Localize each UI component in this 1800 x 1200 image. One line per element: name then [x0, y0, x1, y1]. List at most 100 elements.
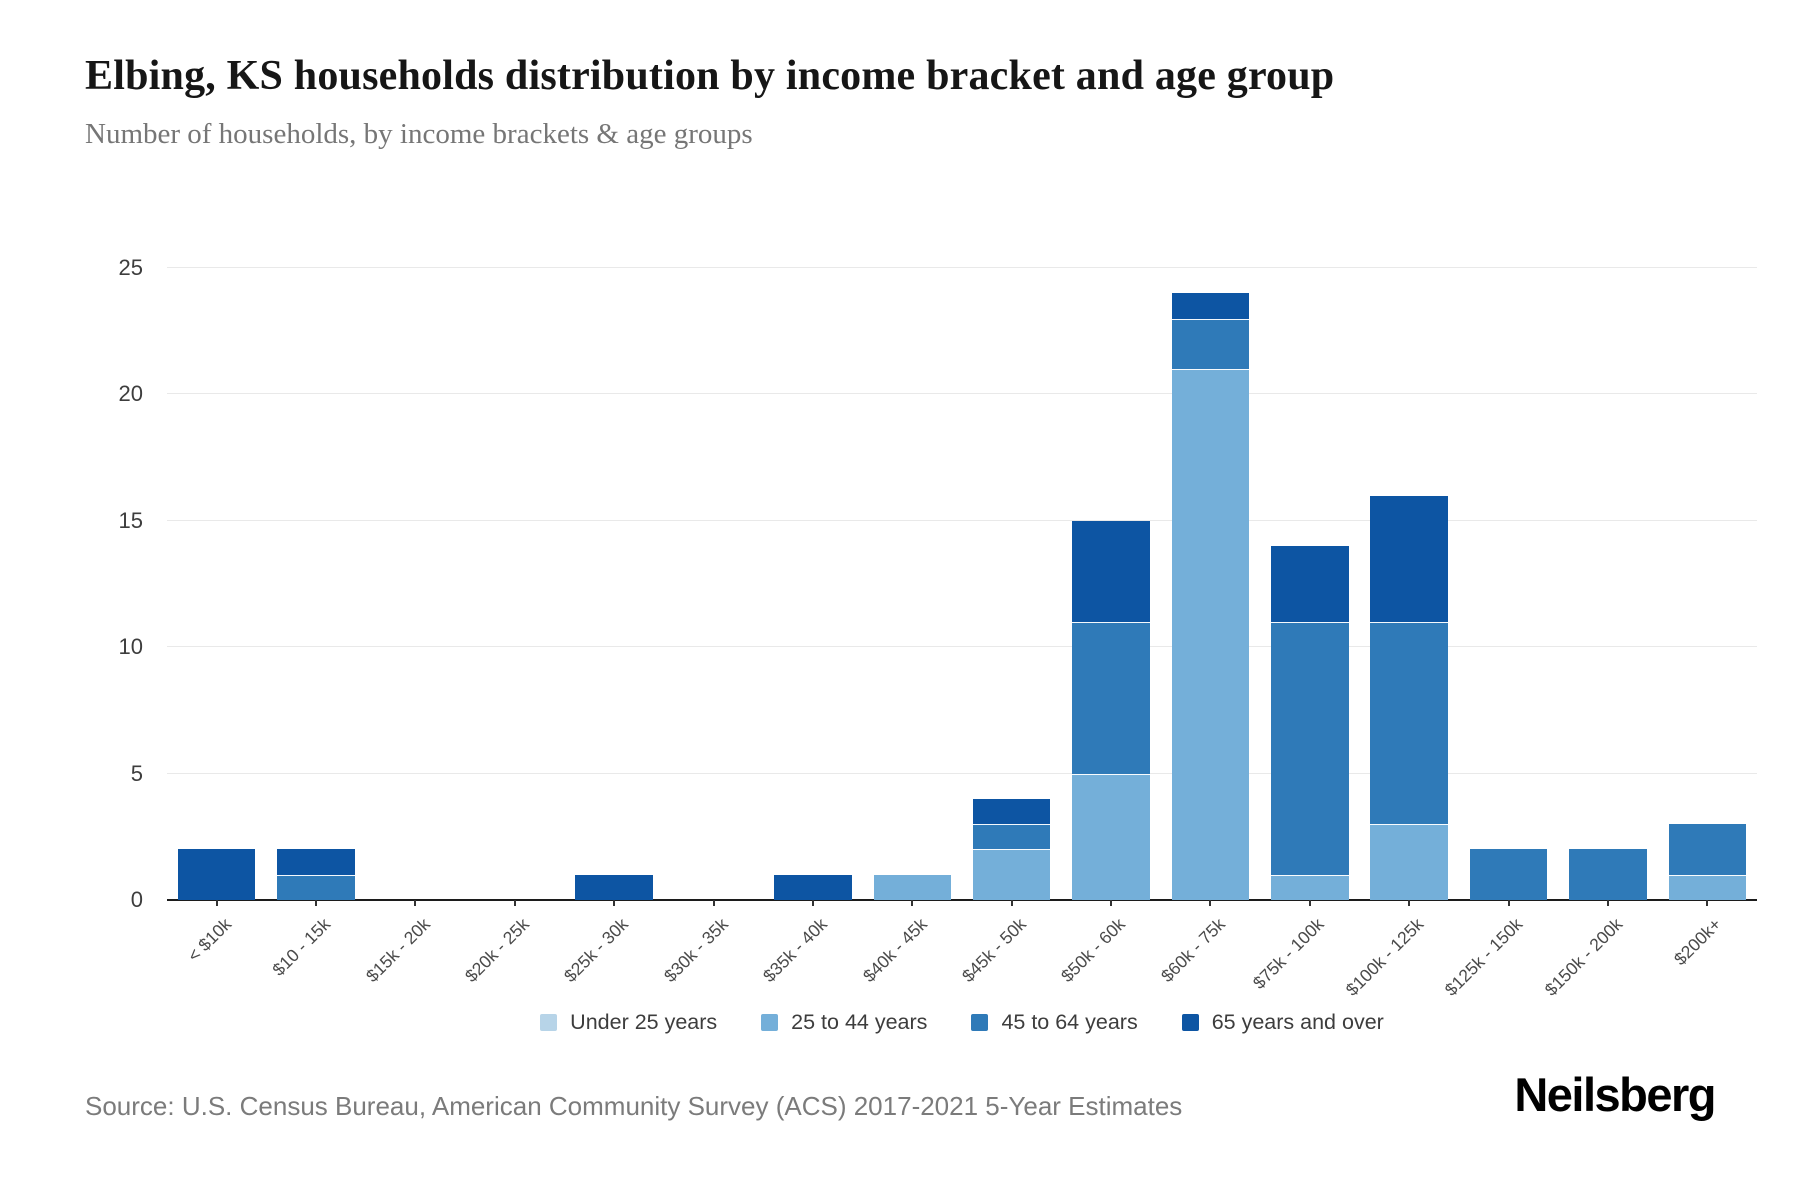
- bar-segment[interactable]: [1271, 874, 1349, 900]
- bar-150k-200k: [1569, 268, 1647, 900]
- x-axis-tick: [1010, 900, 1013, 906]
- x-axis-tick: [1706, 900, 1709, 906]
- x-axis-tick: [513, 900, 516, 906]
- bar-segment[interactable]: [1668, 824, 1747, 875]
- x-axis-label: $40k - 45k: [858, 914, 931, 986]
- x-axis-tick: [1110, 900, 1113, 906]
- bar-segment[interactable]: [774, 874, 852, 900]
- bar-40k-45k: [873, 268, 952, 900]
- gridline: [167, 393, 1757, 395]
- bar-segment[interactable]: [1271, 546, 1349, 622]
- x-axis-tick: [1507, 900, 1510, 906]
- footer: Source: U.S. Census Bureau, American Com…: [85, 1062, 1716, 1122]
- legend-swatch-icon: [1181, 1014, 1199, 1031]
- legend-label: 65 years and over: [1211, 1010, 1384, 1034]
- x-axis-label: $100k - 125k: [1341, 914, 1428, 1000]
- bar-segment[interactable]: [277, 849, 355, 875]
- bar-20k-25k: [476, 268, 554, 900]
- bar-segment[interactable]: [277, 874, 355, 900]
- x-axis-tick: [414, 900, 417, 906]
- bar-60k-75k: [1171, 268, 1250, 900]
- x-axis-label: $45k - 50k: [957, 914, 1030, 986]
- legend: Under 25 years 25 to 44 years 45 to 64 yea…: [167, 1010, 1757, 1035]
- x-axis-label: $30k - 35k: [659, 914, 732, 986]
- y-axis-tick-label: 15: [118, 507, 143, 533]
- x-axis-tick: [215, 900, 218, 906]
- legend-swatch-icon: [971, 1014, 989, 1031]
- gridline: [167, 646, 1757, 648]
- x-axis-label: $75k - 100k: [1249, 914, 1328, 993]
- x-axis-label: $20k - 25k: [461, 914, 533, 986]
- y-axis-tick-label: 5: [130, 760, 143, 786]
- legend-item[interactable]: 25 to 44 years: [761, 1010, 927, 1035]
- x-axis-tick: [1408, 900, 1411, 906]
- x-axis-tick: [613, 900, 616, 906]
- x-axis-label: $50k - 60k: [1057, 914, 1130, 986]
- bar-segment[interactable]: [1370, 824, 1448, 900]
- bar-segment[interactable]: [1072, 773, 1150, 900]
- y-axis-tick-label: 25: [118, 255, 143, 280]
- bar-segment[interactable]: [1072, 520, 1150, 622]
- bar-200k: [1668, 268, 1747, 900]
- legend-label: 45 to 64 years: [1001, 1010, 1138, 1034]
- bar-segment[interactable]: [1668, 874, 1747, 900]
- plot-area: 0 5 10 15 20 25 < $10k $10 - 15k $15k - 20k $20k …: [119, 255, 1757, 1000]
- y-axis-tick-label: 0: [130, 887, 143, 912]
- bar-10-15k: [277, 268, 355, 900]
- gridline: [167, 772, 1757, 774]
- bar-75k-100k: [1271, 268, 1349, 900]
- bar-15k-20k: [377, 268, 455, 900]
- x-axis-tick: [315, 900, 318, 906]
- bar-segment[interactable]: [972, 824, 1051, 850]
- bar-25k-30k: [575, 268, 653, 900]
- x-axis-label: $60k - 75k: [1156, 914, 1229, 986]
- neilsberg-logo: Neilsberg: [1514, 1068, 1716, 1121]
- bar-30k-35k: [675, 268, 753, 900]
- legend-label: Under 25 years: [570, 1010, 718, 1034]
- bar-segment[interactable]: [1469, 849, 1548, 900]
- bar-segment[interactable]: [1271, 621, 1349, 875]
- bar-segment[interactable]: [873, 874, 952, 900]
- chart-title: Elbing, KS households distribution by in…: [85, 53, 1335, 99]
- x-axis-label: $200k+: [1670, 914, 1726, 970]
- y-axis-tick-label: 20: [118, 381, 143, 407]
- x-axis-label: $125k - 150k: [1441, 914, 1527, 1000]
- bar-45k-50k: [972, 268, 1051, 900]
- x-axis-tick: [712, 900, 715, 906]
- bar-10k: [177, 268, 256, 900]
- legend-item[interactable]: 45 to 64 years: [971, 1010, 1138, 1035]
- bar-segment[interactable]: [1569, 849, 1647, 900]
- x-axis-label: $150k - 200k: [1540, 914, 1627, 1000]
- bar-segment[interactable]: [1370, 621, 1448, 825]
- x-axis-tick: [1606, 900, 1609, 906]
- chart-subtitle: Number of households, by income brackets…: [85, 118, 753, 150]
- x-axis-tick: [811, 900, 814, 906]
- y-axis-tick-label: 10: [118, 634, 143, 660]
- legend-swatch-icon: [761, 1014, 779, 1031]
- x-axis-tick: [1209, 900, 1212, 906]
- bar-segment[interactable]: [1171, 369, 1250, 900]
- x-axis-tick: [1308, 900, 1311, 906]
- legend-item[interactable]: Under 25 years: [540, 1010, 717, 1035]
- bar-segment[interactable]: [1370, 495, 1448, 622]
- bar-segment[interactable]: [1171, 318, 1250, 370]
- legend-swatch-icon: [540, 1014, 558, 1031]
- bar-50k-60k: [1072, 268, 1150, 900]
- bar-segment[interactable]: [1072, 621, 1150, 774]
- bar-35k-40k: [774, 268, 852, 900]
- gridline: [167, 519, 1757, 521]
- bar-125k-150k: [1469, 268, 1548, 900]
- x-axis-label: $35k - 40k: [759, 914, 832, 986]
- x-axis-label: $15k - 20k: [361, 914, 434, 986]
- x-axis-tick: [911, 900, 914, 906]
- bar-segment[interactable]: [972, 798, 1051, 825]
- legend-label: 25 to 44 years: [791, 1010, 928, 1034]
- x-axis-label: $10 - 15k: [268, 914, 335, 980]
- gridline: [167, 267, 1757, 268]
- bar-segment[interactable]: [177, 849, 256, 900]
- legend-item[interactable]: 65 years and over: [1181, 1010, 1384, 1035]
- bar-segment[interactable]: [1171, 293, 1250, 319]
- bar-segment[interactable]: [972, 849, 1051, 900]
- x-axis-label: < $10k: [183, 914, 235, 966]
- bar-segment[interactable]: [575, 874, 653, 900]
